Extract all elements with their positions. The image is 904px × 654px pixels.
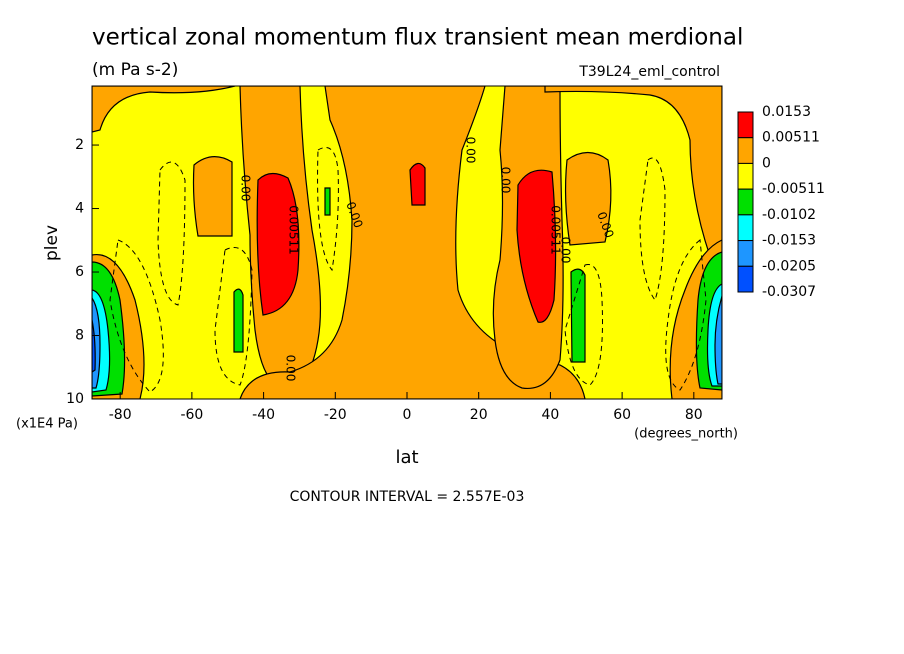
colorbar-box bbox=[737, 111, 754, 139]
dashed-contour bbox=[109, 239, 164, 393]
dashed-contour bbox=[639, 157, 666, 302]
contour-region bbox=[92, 86, 236, 133]
contour-region bbox=[192, 156, 233, 237]
contour-region bbox=[544, 86, 722, 266]
contour-region bbox=[324, 187, 331, 216]
y-axis-label: plev bbox=[42, 225, 62, 261]
colorbar-box bbox=[737, 137, 754, 164]
contour-region bbox=[714, 295, 722, 385]
x-tick-label: 40 bbox=[541, 407, 559, 423]
contour-region bbox=[256, 172, 300, 316]
x-tick-label: -40 bbox=[252, 407, 275, 423]
contour-region bbox=[233, 288, 244, 353]
contour-region bbox=[409, 162, 426, 206]
colorbar-box bbox=[737, 265, 754, 293]
x-tick-label: -80 bbox=[109, 407, 132, 423]
footer-note: CONTOUR INTERVAL = 2.557E-03 bbox=[290, 489, 525, 505]
y-tick-label: 8 bbox=[75, 328, 84, 344]
contour-region bbox=[239, 86, 586, 399]
contour-region bbox=[516, 169, 557, 323]
colorbar-label: -0.0307 bbox=[762, 284, 816, 300]
dashed-contour bbox=[157, 161, 186, 306]
x-axis-unit: (degrees_north) bbox=[634, 427, 738, 442]
colorbar-box bbox=[737, 188, 754, 216]
x-axis-label: lat bbox=[395, 447, 418, 468]
plot-area bbox=[92, 86, 722, 399]
dashed-contour bbox=[317, 147, 339, 272]
dashed-contour bbox=[564, 263, 603, 386]
dashed-contour bbox=[214, 247, 253, 386]
contour-label: 0.00 bbox=[239, 175, 253, 202]
x-tick-label: 80 bbox=[685, 407, 703, 423]
overlay: 0.000.00511 0.000.000.000.005110.000.000.… bbox=[66, 85, 825, 423]
chart-title: vertical zonal momentum flux transient m… bbox=[92, 25, 743, 51]
x-tick-label: -20 bbox=[324, 407, 347, 423]
contour-label: 0.00 bbox=[559, 237, 573, 264]
contour-region bbox=[92, 319, 96, 373]
contour-label: 0.00 bbox=[464, 137, 478, 164]
contour-label: 0.00 bbox=[284, 355, 298, 382]
chart-subtitle: (m Pa s-2) bbox=[92, 60, 178, 80]
contour-region bbox=[570, 268, 586, 363]
contour-region bbox=[564, 151, 612, 246]
x-tick-label: 0 bbox=[403, 407, 412, 423]
x-tick-label: -60 bbox=[180, 407, 203, 423]
contour-label: 0.00 bbox=[499, 167, 513, 194]
x-tick-label: 60 bbox=[613, 407, 631, 423]
colorbar-box bbox=[737, 214, 754, 242]
colorbar-box bbox=[737, 162, 754, 190]
colorbar-label: -0.0102 bbox=[762, 207, 816, 223]
colorbar-label: 0 bbox=[762, 155, 771, 171]
contour-label: 0.00511 bbox=[549, 205, 563, 255]
colorbar-label: -0.0153 bbox=[762, 233, 816, 249]
colorbar-label: -0.00511 bbox=[762, 181, 825, 197]
x-tick-label: 20 bbox=[470, 407, 488, 423]
colorbar-label: 0.00511 bbox=[762, 130, 820, 146]
y-tick-label: 6 bbox=[75, 264, 84, 280]
dataset-label: T39L24_eml_control bbox=[578, 64, 720, 80]
y-tick-label: 4 bbox=[75, 201, 84, 217]
y-axis-unit: (x1E4 Pa) bbox=[16, 417, 78, 432]
contour-label: 0.00511 bbox=[287, 205, 301, 255]
y-tick-label: 10 bbox=[66, 391, 84, 407]
colorbar-box bbox=[737, 240, 754, 267]
y-tick-label: 2 bbox=[75, 137, 84, 153]
colorbar-label: -0.0205 bbox=[762, 258, 816, 274]
dashed-contour bbox=[665, 239, 707, 391]
colorbar-label: 0.0153 bbox=[762, 104, 811, 120]
